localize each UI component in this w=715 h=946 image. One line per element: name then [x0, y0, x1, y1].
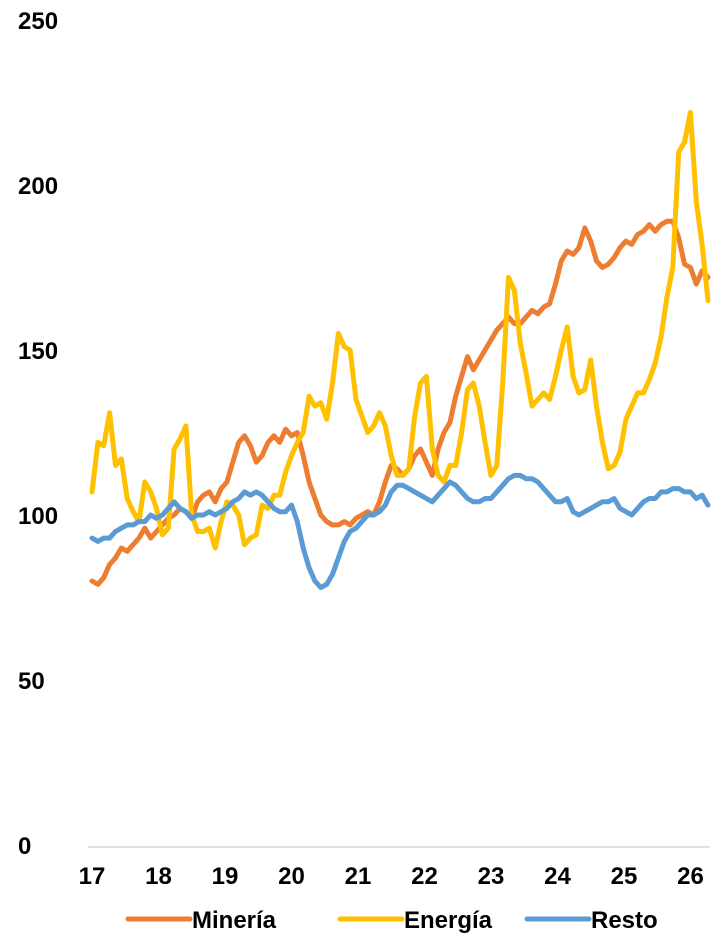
series-line-miner-a: [89, 218, 711, 587]
series-lines: [89, 109, 711, 591]
x-tick-label: 18: [145, 863, 172, 890]
legend: Minería Energía Resto: [125, 907, 658, 934]
legend-label: Energía: [404, 907, 493, 934]
y-tick-label: 100: [18, 503, 58, 530]
x-tick-label: 23: [478, 863, 505, 890]
x-axis-tick-labels: 17 18 19 20 21 22 23 24 25 26: [79, 863, 704, 890]
y-tick-label: 150: [18, 338, 58, 365]
series-line-energ-a: [89, 109, 711, 551]
y-tick-label: 0: [18, 833, 31, 860]
y-axis-tick-labels: 0 50 100 150 200 250: [18, 8, 58, 860]
y-tick-label: 50: [18, 668, 45, 695]
x-tick-label: 21: [345, 863, 372, 890]
x-tick-label: 25: [611, 863, 638, 890]
legend-label: Resto: [591, 907, 658, 934]
series-line-resto: [89, 472, 711, 591]
y-tick-label: 250: [18, 8, 58, 35]
x-tick-label: 24: [544, 863, 571, 890]
legend-label: Minería: [192, 907, 277, 934]
x-tick-label: 26: [677, 863, 704, 890]
x-tick-label: 19: [212, 863, 239, 890]
x-tick-label: 17: [79, 863, 106, 890]
x-tick-label: 22: [411, 863, 438, 890]
x-tick-label: 20: [278, 863, 305, 890]
y-tick-label: 200: [18, 173, 58, 200]
